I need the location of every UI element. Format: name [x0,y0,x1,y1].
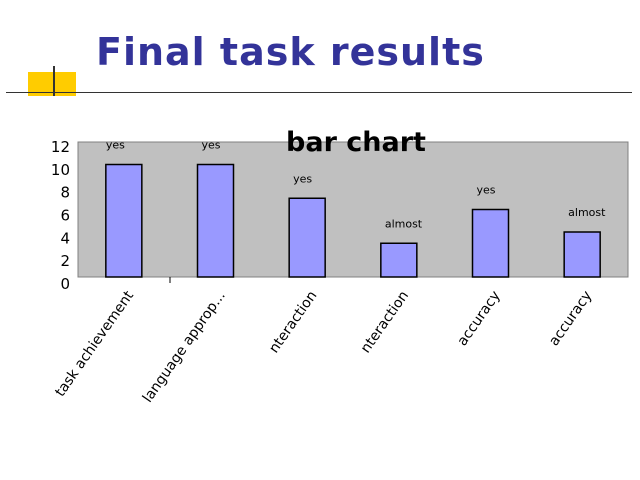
y-tick-label: 2 [60,252,70,270]
y-tick-label: 10 [51,161,70,179]
bar-data-label: yes [477,184,496,197]
bar [105,163,143,278]
y-tick-label: 8 [60,184,70,202]
chart-title: bar chart [286,127,426,158]
bar [563,231,601,278]
x-category-label: accuracy [454,288,503,349]
x-category-label: language approp... [140,288,229,405]
bar [288,197,326,278]
bar [471,208,510,278]
x-category-label: nteraction [358,288,412,356]
plot-area [77,141,629,278]
bar-data-label: yes [293,172,312,185]
bar-data-label: almost [568,206,606,219]
x-category-label: accuracy [546,288,595,349]
title-accent-vertical-line [53,66,55,96]
y-tick-label: 0 [60,275,70,293]
bar [380,242,418,278]
bar-data-label: almost [385,217,423,230]
y-tick-label: 4 [60,229,70,247]
bar-data-label: yes [106,139,125,152]
bar [196,163,235,278]
y-tick-label: 6 [60,207,70,225]
title-divider-line [6,92,632,93]
y-tick-label: 12 [51,138,70,156]
x-category-label: nteraction [266,288,320,356]
bar-data-label: yes [202,139,221,152]
slide-title: Final task results [96,30,485,74]
x-category-label: task achievement [52,288,137,400]
